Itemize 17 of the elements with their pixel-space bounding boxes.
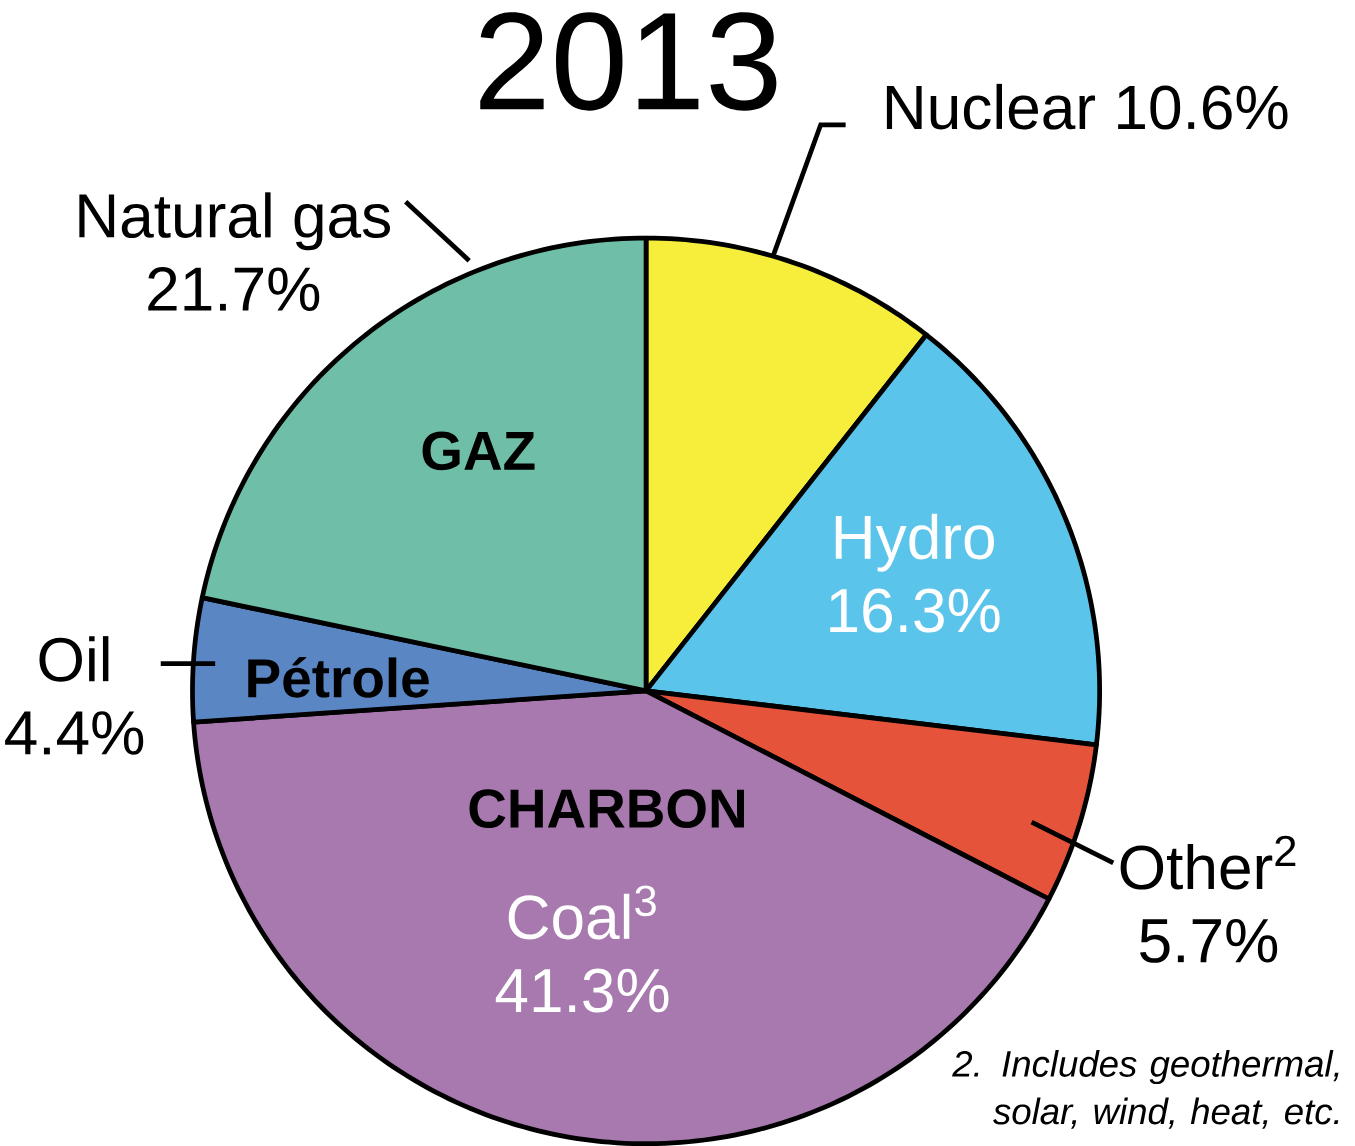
slice-label: Coal$^{3}$ bbox=[508, 885, 656, 940]
data-label: 10.6% bbox=[1118, 85, 1288, 130]
data-label: 5.7% bbox=[1140, 918, 1278, 963]
slice-label: Hydro bbox=[835, 513, 994, 572]
data-label: 4.4% bbox=[5, 711, 144, 755]
data-label: 41.3% bbox=[495, 968, 669, 1013]
slice-label: Other$^{2}$ bbox=[1120, 835, 1296, 890]
data-label: 16.3% bbox=[830, 588, 1000, 633]
chart-title: 2013 bbox=[480, 12, 777, 111]
text: 2. Includes geothermal, solar, wind, heat, etc. bbox=[952, 1049, 1339, 1129]
text: GAZ bbox=[422, 431, 535, 471]
slice-label: Oil bbox=[39, 636, 109, 682]
text: Pétrole bbox=[248, 656, 429, 698]
slice-label: Natural gas bbox=[79, 192, 390, 251]
data-label: 21.7% bbox=[148, 267, 320, 311]
slice-label: Nuclear bbox=[886, 83, 1096, 130]
text: CHARBON bbox=[469, 789, 745, 828]
